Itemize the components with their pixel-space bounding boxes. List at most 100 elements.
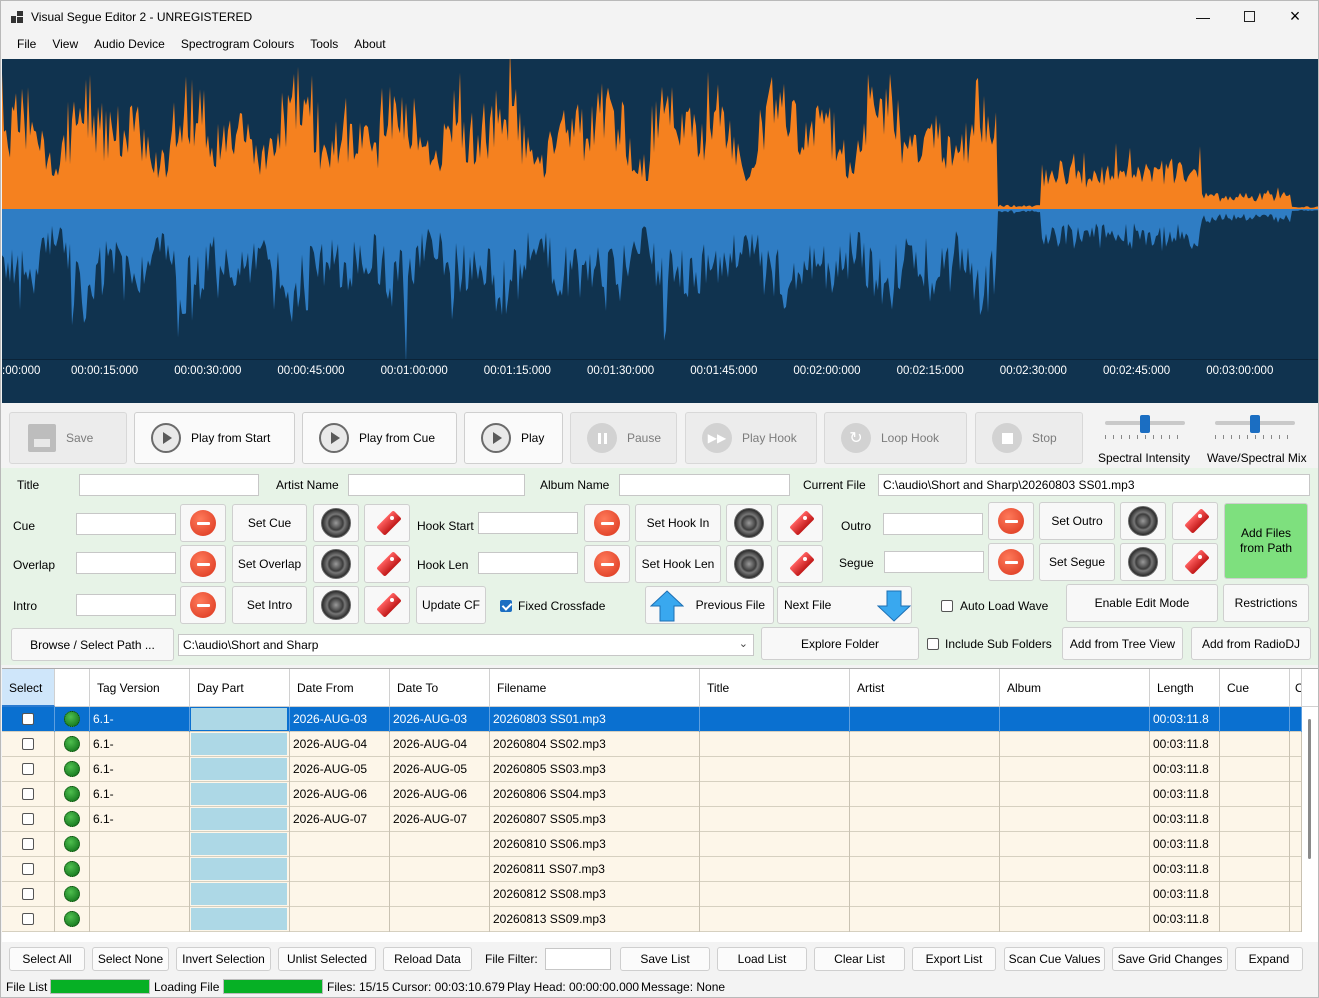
stop-button[interactable]: Stop bbox=[975, 412, 1083, 464]
row-select-checkbox[interactable] bbox=[22, 713, 34, 725]
filename-cell[interactable]: 20260803 SS01.mp3 bbox=[490, 707, 700, 732]
overflow-cell[interactable] bbox=[1290, 807, 1302, 832]
title-cell[interactable] bbox=[700, 882, 850, 907]
row-select-checkbox[interactable] bbox=[22, 913, 34, 925]
export-list-button[interactable]: Export List bbox=[912, 947, 996, 971]
overflow-cell[interactable] bbox=[1290, 757, 1302, 782]
reload-data-button[interactable]: Reload Data bbox=[383, 947, 472, 971]
cue-cell[interactable] bbox=[1220, 857, 1290, 882]
tag-segue-button[interactable] bbox=[1172, 543, 1218, 581]
table-row[interactable]: 6.1- 2026-AUG-03 2026-AUG-03 20260803 SS01.… bbox=[2, 707, 1302, 732]
day-part-cell[interactable] bbox=[190, 757, 290, 782]
menu-spectrogram-colours[interactable]: Spectrogram Colours bbox=[180, 37, 295, 51]
explore-folder-button[interactable]: Explore Folder bbox=[761, 627, 919, 660]
add-from-radiodj-button[interactable]: Add from RadioDJ bbox=[1191, 627, 1311, 660]
day-part-cell[interactable] bbox=[190, 707, 290, 732]
play-hook-start-button[interactable] bbox=[726, 504, 772, 542]
length-cell[interactable]: 00:03:11.8 bbox=[1150, 832, 1220, 857]
album-cell[interactable] bbox=[1000, 732, 1150, 757]
length-cell[interactable]: 00:03:11.8 bbox=[1150, 732, 1220, 757]
clear-hook-len-button[interactable] bbox=[584, 545, 630, 583]
previous-file-button[interactable]: Previous File bbox=[645, 586, 774, 624]
length-cell[interactable]: 00:03:11.8 bbox=[1150, 782, 1220, 807]
restrictions-button[interactable]: Restrictions bbox=[1223, 584, 1309, 622]
fixed-crossfade-checkbox[interactable] bbox=[500, 600, 512, 612]
overflow-cell[interactable] bbox=[1290, 707, 1302, 732]
day-part-cell[interactable] bbox=[190, 732, 290, 757]
overflow-cell[interactable] bbox=[1290, 882, 1302, 907]
tag-outro-button[interactable] bbox=[1172, 502, 1218, 540]
maximize-icon[interactable] bbox=[1226, 1, 1272, 32]
set-cue-button[interactable]: Set Cue bbox=[232, 504, 307, 542]
column-filename[interactable]: Filename bbox=[490, 669, 700, 707]
column-cue[interactable]: Cue bbox=[1220, 669, 1290, 707]
add-files-from-path-button[interactable]: Add Files from Path bbox=[1224, 503, 1308, 579]
title-cell[interactable] bbox=[700, 757, 850, 782]
length-cell[interactable]: 00:03:11.8 bbox=[1150, 907, 1220, 932]
tag-overlap-button[interactable] bbox=[364, 545, 410, 583]
spectral-intensity-thumb[interactable] bbox=[1140, 415, 1150, 433]
column-length[interactable]: Length bbox=[1150, 669, 1220, 707]
artist-cell[interactable] bbox=[850, 907, 1000, 932]
row-select-checkbox[interactable] bbox=[22, 863, 34, 875]
column-day-part[interactable]: Day Part bbox=[190, 669, 290, 707]
date-from-cell[interactable] bbox=[290, 832, 390, 857]
date-to-cell[interactable]: 2026-AUG-04 bbox=[390, 732, 490, 757]
play-cue-button[interactable] bbox=[313, 504, 359, 542]
length-cell[interactable]: 00:03:11.8 bbox=[1150, 807, 1220, 832]
play-intro-button[interactable] bbox=[313, 586, 359, 624]
tag-version-cell[interactable] bbox=[90, 857, 190, 882]
scan-cue-values-button[interactable]: Scan Cue Values bbox=[1004, 947, 1105, 971]
date-from-cell[interactable]: 2026-AUG-05 bbox=[290, 757, 390, 782]
date-from-cell[interactable] bbox=[290, 882, 390, 907]
scrollbar-thumb[interactable] bbox=[1308, 719, 1311, 859]
tag-version-cell[interactable]: 6.1- bbox=[90, 707, 190, 732]
album-cell[interactable] bbox=[1000, 807, 1150, 832]
clear-outro-button[interactable] bbox=[988, 502, 1034, 540]
date-from-cell[interactable] bbox=[290, 857, 390, 882]
table-row[interactable]: 20260811 SS07.mp3 00:03:11.8 bbox=[2, 857, 1302, 882]
filename-cell[interactable]: 20260812 SS08.mp3 bbox=[490, 882, 700, 907]
artist-cell[interactable] bbox=[850, 832, 1000, 857]
select-cell[interactable] bbox=[2, 732, 55, 757]
select-none-button[interactable]: Select None bbox=[92, 947, 169, 971]
menu-view[interactable]: View bbox=[52, 37, 79, 51]
load-list-button[interactable]: Load List bbox=[717, 947, 807, 971]
column-select[interactable]: Select bbox=[2, 669, 55, 707]
set-intro-button[interactable]: Set Intro bbox=[232, 586, 307, 624]
menu-file[interactable]: File bbox=[17, 37, 37, 51]
date-from-cell[interactable]: 2026-AUG-03 bbox=[290, 707, 390, 732]
play-from-start-button[interactable]: Play from Start bbox=[134, 412, 295, 464]
album-cell[interactable] bbox=[1000, 882, 1150, 907]
select-cell[interactable] bbox=[2, 882, 55, 907]
album-cell[interactable] bbox=[1000, 907, 1150, 932]
date-to-cell[interactable]: 2026-AUG-03 bbox=[390, 707, 490, 732]
close-icon[interactable]: × bbox=[1289, 6, 1301, 26]
tag-intro-button[interactable] bbox=[364, 586, 410, 624]
play-segue-button[interactable] bbox=[1120, 543, 1166, 581]
play-hook-len-button[interactable] bbox=[726, 545, 772, 583]
artist-cell[interactable] bbox=[850, 757, 1000, 782]
length-cell[interactable]: 00:03:11.8 bbox=[1150, 857, 1220, 882]
tag-version-cell[interactable]: 6.1- bbox=[90, 757, 190, 782]
menu-about[interactable]: About bbox=[354, 37, 386, 51]
tag-version-cell[interactable]: 6.1- bbox=[90, 782, 190, 807]
file-grid[interactable]: Select Tag Version Day Part Date From Da… bbox=[2, 668, 1318, 942]
play-outro-button[interactable] bbox=[1120, 502, 1166, 540]
overflow-cell[interactable] bbox=[1290, 907, 1302, 932]
album-cell[interactable] bbox=[1000, 782, 1150, 807]
column-status[interactable] bbox=[55, 669, 90, 707]
menu-tools[interactable]: Tools bbox=[310, 37, 339, 51]
cue-cell[interactable] bbox=[1220, 782, 1290, 807]
play-overlap-button[interactable] bbox=[313, 545, 359, 583]
length-cell[interactable]: 00:03:11.8 bbox=[1150, 882, 1220, 907]
column-overflow[interactable]: O bbox=[1290, 669, 1302, 707]
date-to-cell[interactable] bbox=[390, 907, 490, 932]
intro-field[interactable] bbox=[76, 594, 176, 616]
row-select-checkbox[interactable] bbox=[22, 738, 34, 750]
overflow-cell[interactable] bbox=[1290, 857, 1302, 882]
segue-field[interactable] bbox=[884, 551, 984, 573]
date-from-cell[interactable]: 2026-AUG-04 bbox=[290, 732, 390, 757]
browse-path-button[interactable]: Browse / Select Path ... bbox=[11, 628, 174, 661]
column-tag-version[interactable]: Tag Version bbox=[90, 669, 190, 707]
